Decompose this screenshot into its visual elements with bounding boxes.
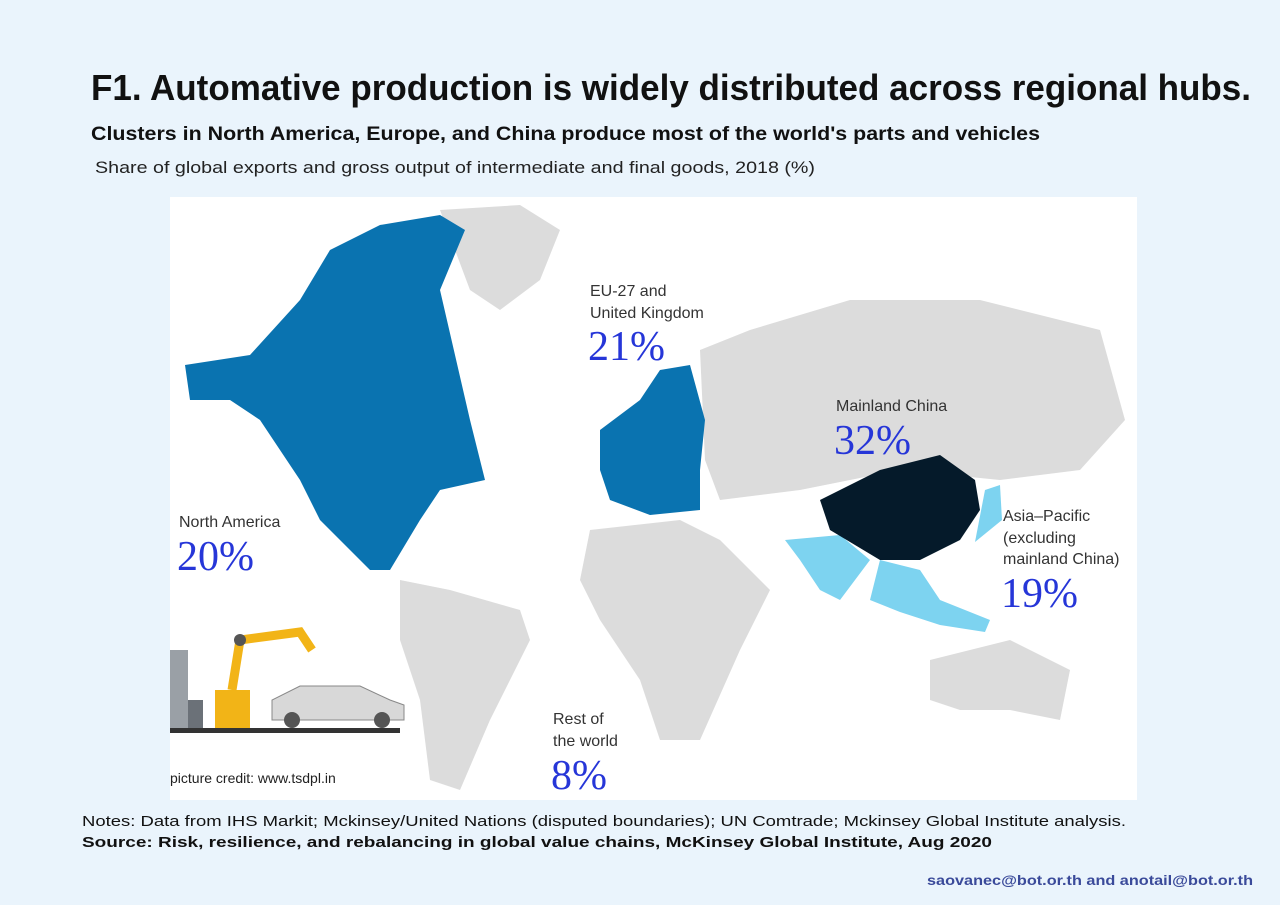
japan [975, 485, 1002, 542]
region-labels: EU-27 and United Kingdom 21% Mainland Ch… [177, 283, 1120, 799]
region-share: 20% [177, 534, 254, 580]
region-name: the world [553, 733, 618, 750]
greenland [440, 205, 560, 310]
southeast-asia [870, 560, 990, 632]
region-share: 19% [1001, 571, 1078, 617]
south-america [400, 580, 530, 790]
region-name: mainland China) [1003, 551, 1120, 568]
subtitle: Clusters in North America, Europe, and C… [91, 124, 1040, 145]
credit: picture credit: www.tsdpl.in [170, 770, 336, 786]
source: Source: Risk, resilience, and rebalancin… [82, 834, 992, 851]
region-share: 8% [551, 753, 607, 799]
region-name: Mainland China [836, 398, 947, 415]
australia [930, 640, 1070, 720]
region-share: 32% [834, 418, 911, 464]
title: F1. Automative production is widely dist… [91, 67, 1251, 108]
region-share: 21% [588, 324, 665, 370]
region-name: Asia–Pacific [1003, 508, 1090, 525]
region-name: North America [179, 514, 280, 531]
region-name: (excluding [1003, 530, 1076, 547]
india [785, 535, 870, 600]
north-america [185, 215, 485, 570]
region-name: United Kingdom [590, 305, 704, 322]
africa [580, 520, 770, 740]
asia [700, 300, 1125, 500]
region-name: EU-27 and [590, 283, 667, 300]
world-map [185, 205, 1125, 790]
europe [600, 365, 705, 515]
region-name: Rest of [553, 711, 604, 728]
contact: saovanec@bot.or.th and anotail@bot.or.th [927, 872, 1253, 888]
china [820, 455, 980, 560]
notes: Notes: Data from IHS Markit; Mckinsey/Un… [82, 813, 1126, 830]
description: Share of global exports and gross output… [95, 158, 815, 177]
robot-illustration [170, 627, 405, 733]
